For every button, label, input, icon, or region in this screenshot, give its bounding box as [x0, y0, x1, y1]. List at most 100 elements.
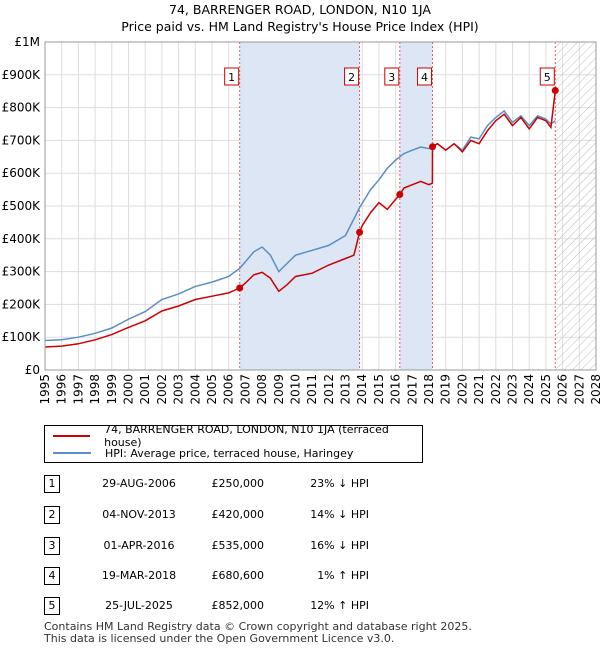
transaction-date: 19-MAR-2018	[101, 569, 177, 582]
transaction-date: 25-JUL-2025	[105, 599, 173, 612]
x-tick-label: 1997	[71, 374, 85, 405]
transaction-price: £535,000	[211, 539, 265, 552]
sale-marker-label: 1	[228, 71, 235, 84]
y-tick-label: £900K	[2, 68, 42, 82]
x-tick-label: 2027	[572, 374, 586, 405]
x-tick-label: 2022	[489, 374, 503, 405]
transaction-hpi-diff: 12% ↑ HPI	[310, 599, 369, 612]
y-tick-label: £0	[25, 363, 40, 377]
x-tick-label: 2006	[222, 374, 236, 405]
sale-marker-box	[417, 67, 433, 86]
sale-marker-box	[344, 67, 360, 86]
transaction-price: £680,600	[211, 569, 265, 582]
x-tick-label: 2018	[422, 374, 436, 405]
transaction-hpi-diff: 23% ↓ HPI	[310, 477, 369, 490]
x-tick-label: 2028	[589, 374, 600, 405]
transaction-date: 01-APR-2016	[103, 539, 175, 552]
legend-item-property: 74, BARRENGER ROAD, LONDON, N10 1JA (ter…	[53, 423, 422, 449]
chart-title-address: 74, BARRENGER ROAD, LONDON, N10 1JA	[169, 2, 431, 17]
sale-point	[429, 143, 437, 151]
transaction-price: £250,000	[211, 477, 265, 490]
transaction-row: 1 29-AUG-2006 £250,000 23% ↓ HPI	[44, 475, 564, 493]
x-tick-label: 2009	[272, 374, 286, 405]
x-tick-label: 1998	[88, 374, 102, 405]
legend-item-hpi: HPI: Average price, terraced house, Hari…	[53, 445, 353, 461]
transaction-price: £420,000	[211, 508, 265, 521]
x-tick-label: 2023	[506, 374, 520, 405]
shaded-period	[399, 42, 433, 370]
transaction-hpi-diff: 14% ↓ HPI	[310, 508, 369, 521]
x-tick-label: 2014	[355, 374, 369, 405]
sale-point	[396, 191, 404, 199]
x-tick-label: 1995	[38, 374, 52, 405]
x-tick-label: 2008	[255, 374, 269, 405]
legend-label-hpi: HPI: Average price, terraced house, Hari…	[105, 446, 354, 460]
y-tick-label: £100K	[2, 330, 42, 344]
y-tick-label: £300K	[2, 265, 42, 279]
sale-marker-label: 5	[544, 71, 551, 84]
transaction-row: 2 04-NOV-2013 £420,000 14% ↓ HPI	[44, 506, 564, 524]
x-tick-label: 2020	[455, 374, 469, 405]
legend-swatch-property	[53, 435, 91, 437]
x-tick-label: 2026	[556, 374, 570, 405]
y-tick-label: £700K	[2, 133, 42, 147]
hpi-line	[44, 109, 556, 342]
shaded-period	[239, 42, 360, 370]
price-chart: 1 2 3 4 5 £0 £100K £200K £300K £400K £500K £600K £7…	[2, 35, 600, 405]
plot-frame	[44, 41, 597, 371]
y-tick-label: £600K	[2, 166, 42, 180]
x-tick-label: 2016	[389, 374, 403, 405]
future-hatch-area	[555, 42, 596, 370]
sale-marker-label: 3	[388, 71, 395, 84]
x-tick-label: 2010	[288, 374, 302, 405]
transaction-row: 5 25-JUL-2025 £852,000 12% ↑ HPI	[44, 597, 564, 615]
y-tick-label: £200K	[2, 297, 42, 311]
sale-marker-box	[224, 67, 240, 86]
sale-point	[551, 87, 559, 95]
y-tick-label: £400K	[2, 232, 42, 246]
sale-marker-box	[539, 67, 555, 86]
x-tick-label: 2025	[539, 374, 553, 405]
chart-legend: 74, BARRENGER ROAD, LONDON, N10 1JA (ter…	[44, 423, 423, 463]
transaction-row: 4 19-MAR-2018 £680,600 1% ↑ HPI	[44, 567, 564, 585]
x-tick-label: 2003	[172, 374, 186, 405]
chart-subtitle: Price paid vs. HM Land Registry's House …	[121, 19, 479, 34]
y-tick-label: £1M	[14, 35, 40, 49]
sale-point	[356, 228, 364, 236]
transaction-hpi-diff: 16% ↓ HPI	[310, 539, 369, 552]
y-tick-label: £500K	[2, 199, 42, 213]
property-price-line	[44, 90, 557, 348]
x-tick-label: 2001	[138, 374, 152, 405]
footer-licence: This data is licensed under the Open Gov…	[44, 632, 395, 645]
transaction-number: 3	[44, 537, 60, 555]
transaction-number: 5	[44, 597, 60, 615]
transaction-date: 04-NOV-2013	[102, 508, 176, 521]
legend-label-property: 74, BARRENGER ROAD, LONDON, N10 1JA (ter…	[104, 423, 389, 449]
x-tick-label: 2015	[372, 374, 386, 405]
transaction-hpi-diff: 1% ↑ HPI	[317, 569, 369, 582]
x-tick-label: 2017	[405, 374, 419, 405]
x-tick-label: 2012	[322, 374, 336, 405]
x-tick-label: 2021	[472, 374, 486, 405]
transaction-price: £852,000	[211, 599, 265, 612]
transaction-number: 4	[44, 567, 60, 585]
x-tick-label: 2005	[205, 374, 219, 405]
transaction-row: 3 01-APR-2016 £535,000 16% ↓ HPI	[44, 537, 564, 555]
x-tick-label: 2004	[188, 374, 202, 405]
legend-swatch-hpi	[53, 452, 91, 454]
x-tick-label: 2024	[522, 374, 536, 405]
sale-marker-label: 2	[348, 71, 355, 84]
x-tick-label: 2002	[155, 374, 169, 405]
x-tick-label: 2007	[238, 374, 252, 405]
x-tick-label: 2011	[305, 374, 319, 405]
y-tick-label: £800K	[2, 101, 42, 115]
x-tick-label: 2013	[339, 374, 353, 405]
footer-copyright: Contains HM Land Registry data © Crown c…	[44, 620, 472, 633]
sale-marker-label: 4	[421, 71, 428, 84]
x-tick-label: 1996	[55, 374, 69, 405]
x-tick-label: 2019	[439, 374, 453, 405]
x-tick-label: 2000	[121, 374, 135, 405]
x-tick-label: 1999	[105, 374, 119, 405]
sale-point	[236, 284, 244, 292]
sale-marker-box	[384, 67, 400, 86]
